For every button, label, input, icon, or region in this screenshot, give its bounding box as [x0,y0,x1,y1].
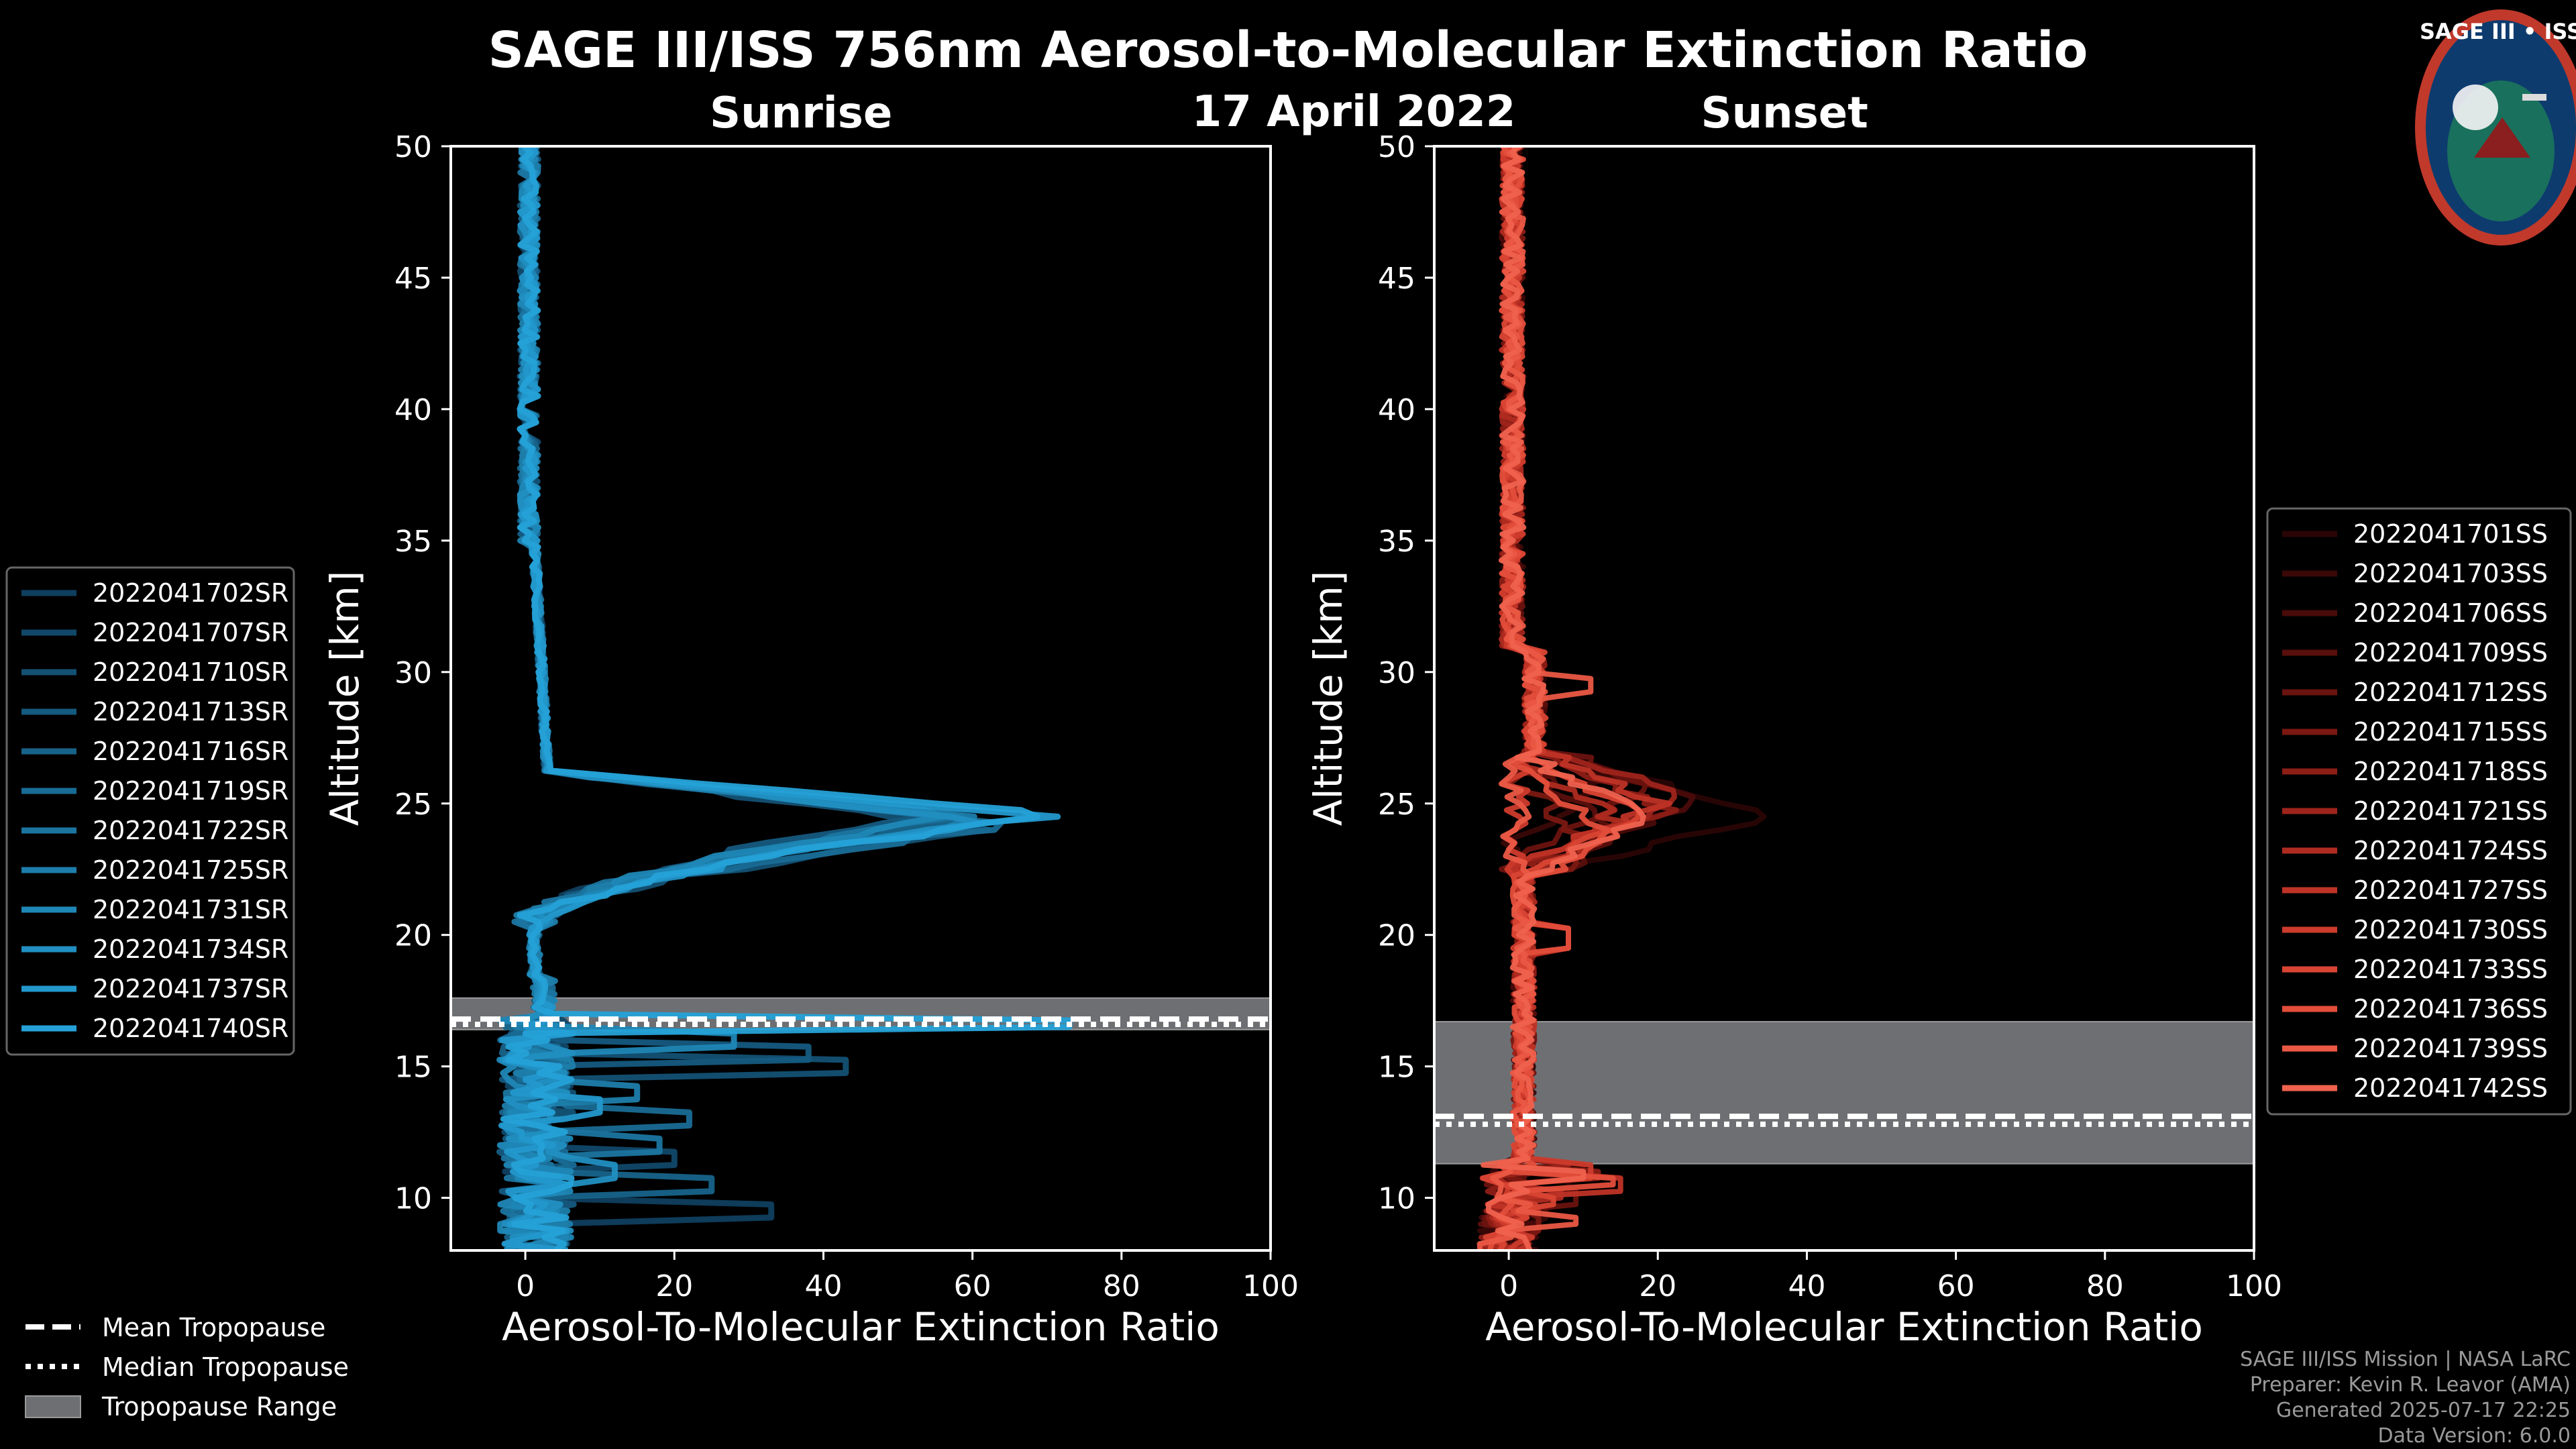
series-line-2022041736SS [1487,146,1616,1250]
tropopause-range-band [1434,1021,2254,1165]
y-tick-label: 50 [394,130,432,164]
legend-label: 2022041724SS [2353,836,2548,865]
panel-sunset: Sunset 0 20 40 60 80 100 10 15 20 25 30 35 40 45 50 Aero… [1305,89,2282,1350]
y-tick-label: 35 [1378,525,1415,559]
x-tick-label: 0 [516,1269,535,1303]
legend-label: 2022041725SR [93,855,288,885]
x-tick-label: 20 [655,1269,693,1303]
axes-frame [1433,145,2255,1252]
legend-label: 2022041740SR [93,1014,288,1043]
x-tick-label: 40 [804,1269,842,1303]
legend-frame [2266,507,2572,1116]
panel-sunrise: Sunrise 0 20 40 60 80 100 10 15 20 25 30 35 40 45 50 Aer… [322,89,1299,1350]
legend-label: 2022041701SS [2353,519,2548,549]
y-tick-label: 15 [1378,1051,1415,1085]
legend-label: 2022041712SS [2353,678,2548,707]
y-tick-label: 35 [394,525,432,559]
y-tick-label: 30 [1378,656,1415,690]
legend-label: 2022041721SS [2353,796,2548,826]
mean-tropopause-label: Mean Tropopause [102,1313,325,1342]
legend-label: 2022041719SR [93,776,288,806]
y-tick-label: 30 [394,656,432,690]
y-tick-label: 50 [1378,130,1415,164]
legend-label: 2022041706SS [2353,598,2548,628]
y-tick-label: 45 [394,262,432,296]
legend-label: 2022041727SS [2353,875,2548,905]
axes-frame [449,145,1272,1252]
x-tick-label: 100 [1242,1269,1299,1303]
legend-frame [5,566,295,1056]
y-axis-label: Altitude [km] [1305,571,1351,826]
x-axis-label: Aerosol-To-Molecular Extinction Ratio [502,1304,1220,1350]
plot-area [451,146,1271,1250]
panel-title: Sunrise [710,89,892,138]
logo-moon [2453,85,2498,130]
logo-station [2522,94,2546,101]
credit-line: SAGE III/ISS Mission | NASA LaRC [2240,1348,2571,1371]
legend-label: 2022041733SS [2353,955,2548,984]
legend-label: 2022041737SR [93,974,288,1004]
x-tick-label: 0 [1499,1269,1518,1303]
legend-label: 2022041710SR [93,657,288,687]
y-tick-label: 40 [1378,393,1415,427]
x-tick-label: 80 [2086,1269,2124,1303]
credit-line: Generated 2025-07-17 22:25 [2276,1399,2571,1422]
panel-title: Sunset [1701,89,1868,138]
x-tick-label: 80 [1103,1269,1140,1303]
legend-label: 2022041731SR [93,895,288,924]
legend-label: 2022041703SS [2353,559,2548,588]
y-tick-label: 10 [394,1182,432,1216]
legend-label: 2022041707SR [93,618,288,647]
tropopause-range-label: Tropopause Range [101,1392,337,1421]
plot-area [1434,146,2254,1250]
date-label: 17 April 2022 [1192,87,1516,137]
legend-sunrise: 2022041702SR 2022041707SR 2022041710SR 2022… [5,566,295,1056]
x-tick-label: 20 [1639,1269,1676,1303]
credit-line: Data Version: 6.0.0 [2378,1424,2571,1448]
y-tick-label: 45 [1378,262,1415,296]
y-tick-label: 25 [1378,788,1415,822]
legend-label: 2022041722SR [93,816,288,845]
legend-sunset: 2022041701SS 2022041703SS 2022041706SS 2022… [2266,507,2572,1116]
x-tick-label: 60 [954,1269,991,1303]
legend-label: 2022041739SS [2353,1034,2548,1063]
series-line-2022041742SS [1481,146,1646,1250]
x-tick-label: 40 [1788,1269,1825,1303]
series-line-2022041740SR [500,146,1073,1250]
figure-title: SAGE III/ISS 756nm Aerosol-to-Molecular … [488,21,2088,79]
x-tick-label: 60 [1937,1269,1975,1303]
y-tick-label: 40 [394,393,432,427]
sage-logo: SAGE III • ISS [2415,9,2576,246]
y-axis-label: Altitude [km] [322,571,368,826]
legend-label: 2022041736SS [2353,994,2548,1024]
legend-label: 2022041715SS [2353,717,2548,747]
legend-label: 2022041742SS [2353,1073,2548,1103]
legend-label: 2022041702SR [93,578,288,608]
x-tick-label: 100 [2226,1269,2282,1303]
tropopause-range-swatch [25,1395,81,1418]
legend-label: 2022041730SS [2353,915,2548,945]
credits: SAGE III/ISS Mission | NASA LaRC Prepare… [2240,1348,2571,1448]
y-tick-label: 20 [1378,919,1415,953]
y-tick-label: 25 [394,788,432,822]
legend-label: 2022041716SR [93,737,288,766]
logo-text: SAGE III • ISS [2420,19,2576,44]
series-line-2022041739SS [1477,146,1594,1250]
legend-label: 2022041734SR [93,934,288,964]
y-tick-label: 20 [394,919,432,953]
legend-label: 2022041718SS [2353,757,2548,786]
y-tick-label: 10 [1378,1182,1415,1216]
median-tropopause-label: Median Tropopause [102,1352,349,1382]
logo-figure [2474,117,2530,158]
legend-label: 2022041709SS [2353,638,2548,667]
tropopause-legend: Mean Tropopause Median Tropopause Tropopau… [25,1313,349,1421]
legend-label: 2022041713SR [93,697,288,727]
y-tick-label: 15 [394,1051,432,1085]
credit-line: Preparer: Kevin R. Leavor (AMA) [2250,1373,2571,1397]
x-axis-label: Aerosol-To-Molecular Extinction Ratio [1485,1304,2203,1350]
